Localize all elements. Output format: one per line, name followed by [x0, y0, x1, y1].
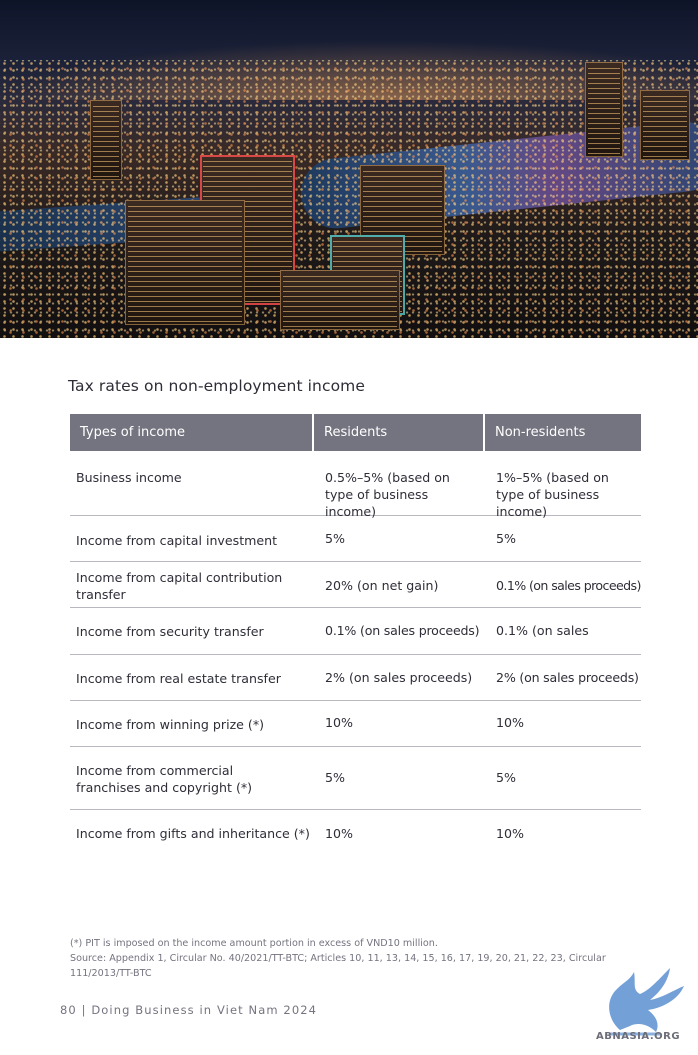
table-row: Income from commercial franchises and co…: [70, 747, 641, 810]
cell-income-type: Income from security transfer: [76, 624, 264, 639]
cell-income-type: Income from commercial franchises and co…: [76, 763, 253, 795]
cell-income-type: Income from capital investment: [76, 533, 278, 548]
tax-rates-table: Types of income Residents Non-residents …: [70, 414, 641, 856]
header-city-photo: [0, 0, 698, 338]
source-text: Source: Appendix 1, Circular No. 40/2021…: [70, 953, 606, 979]
cell-non-residents-rate: 2% (on sales proceeds): [496, 670, 639, 685]
cell-income-type: Income from gifts and inheritance (*): [76, 826, 310, 841]
cell-income-type: Income from winning prize (*): [76, 717, 265, 732]
cell-residents-rate: 20% (on net gain): [325, 578, 439, 593]
cell-residents-rate: 5%: [325, 531, 345, 546]
page-footer: 80 | Doing Business in Viet Nam 2024: [60, 1003, 318, 1017]
cell-residents-rate: 0.5%–5% (based on type of business incom…: [325, 470, 450, 519]
cell-residents-rate: 0.1% (on sales proceeds): [325, 623, 480, 638]
cell-non-residents-rate: 0.1% (on sales proceeds): [496, 578, 641, 593]
table-header: Types of income Residents Non-residents: [70, 414, 641, 451]
cell-residents-rate: 2% (on sales proceeds): [325, 670, 473, 685]
table-row: Income from security transfer 0.1% (on s…: [70, 608, 641, 655]
footnote-block: (*) PIT is imposed on the income amount …: [70, 936, 645, 981]
table-row: Income from real estate transfer 2% (on …: [70, 655, 641, 701]
cell-non-residents-rate: 5%: [496, 531, 516, 546]
cell-residents-rate: 10%: [325, 715, 353, 730]
footnote-text: (*) PIT is imposed on the income amount …: [70, 938, 438, 949]
cell-non-residents-rate: 10%: [496, 826, 524, 841]
table-row: Business income 0.5%–5% (based on type o…: [70, 451, 641, 519]
cell-income-type: Income from real estate transfer: [76, 671, 281, 686]
cell-non-residents-rate: 0.1% (on sales: [496, 623, 589, 638]
watermark-text: ABNASIA.ORG: [596, 1031, 681, 1042]
header-residents: Residents: [312, 414, 483, 451]
cell-residents-rate: 5%: [325, 770, 345, 785]
cell-non-residents-rate: 1%–5% (based on type of business income): [496, 470, 609, 519]
cell-non-residents-rate: 5%: [496, 770, 516, 785]
cell-non-residents-rate: 10%: [496, 715, 524, 730]
table-row: Income from winning prize (*) 10% 10%: [70, 701, 641, 747]
table-row: Income from capital contribution transfe…: [70, 562, 641, 608]
table-row: Income from gifts and inheritance (*) 10…: [70, 810, 641, 856]
header-types-of-income: Types of income: [80, 425, 186, 440]
section-title: Tax rates on non-employment income: [68, 377, 366, 395]
cell-income-type: Business income: [76, 470, 182, 485]
header-non-residents: Non-residents: [483, 414, 641, 451]
table-row: Income from capital investment 5% 5%: [70, 516, 641, 562]
cell-residents-rate: 10%: [325, 826, 353, 841]
cell-income-type: Income from capital contribution transfe…: [76, 570, 283, 602]
abnasia-logo-icon: [609, 968, 684, 1036]
